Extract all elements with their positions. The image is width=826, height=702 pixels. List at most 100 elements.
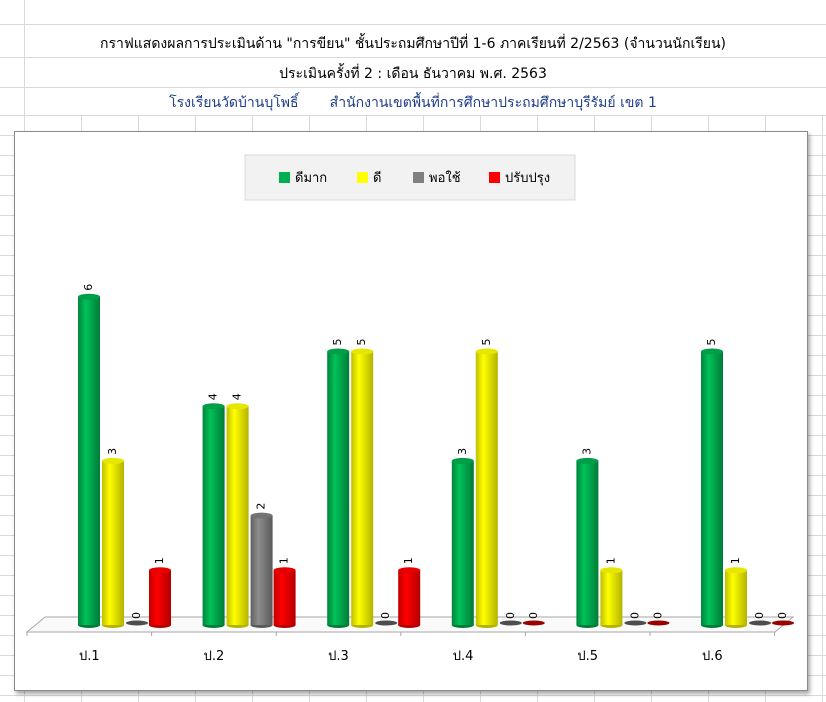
- bar-flat: [499, 620, 522, 626]
- bar-top: [576, 457, 599, 464]
- data-label: 5: [331, 339, 344, 346]
- data-label: 4: [231, 393, 244, 400]
- bar-4-1: 1: [600, 557, 623, 628]
- legend-swatch-2: [413, 172, 424, 183]
- bar-top: [451, 457, 474, 464]
- bar-5-3: 0: [772, 612, 794, 626]
- legend: ดีมาก ดี พอใช้ ปรับปรุง: [244, 154, 576, 201]
- data-label: 3: [456, 448, 469, 455]
- bar-flat: [624, 620, 647, 626]
- bar: [451, 460, 474, 625]
- bar-0-2: 0: [126, 612, 148, 626]
- bar-flat: [647, 620, 670, 626]
- data-label: 1: [278, 557, 291, 564]
- bar: [226, 406, 249, 625]
- bar-1-3: 1: [273, 557, 296, 628]
- data-label: 1: [604, 557, 617, 564]
- data-label: 0: [651, 612, 664, 619]
- x-tick-label: ป.4: [453, 649, 474, 664]
- bar-top: [250, 512, 273, 519]
- bar: [600, 570, 623, 625]
- data-label: 2: [255, 503, 268, 510]
- legend-swatch-3: [489, 172, 500, 183]
- legend-label: ปรับปรุง: [505, 171, 550, 186]
- data-label: 0: [504, 612, 517, 619]
- data-label: 3: [106, 448, 119, 455]
- bar-0-1: 3: [102, 448, 124, 628]
- data-label: 4: [207, 393, 220, 400]
- bar-0-3: 1: [149, 557, 171, 628]
- row-line: [0, 87, 826, 88]
- bar-1-2: 2: [250, 503, 273, 628]
- bar-top: [398, 567, 421, 574]
- data-label: 5: [480, 339, 493, 346]
- bar-flat: [126, 620, 148, 626]
- data-label: 1: [729, 557, 742, 564]
- bar-top: [202, 403, 225, 410]
- x-tick-label: ป.2: [204, 649, 225, 664]
- bar: [78, 296, 100, 625]
- bar-top: [475, 348, 498, 355]
- bar: [351, 351, 374, 625]
- bar-top: [78, 293, 100, 300]
- bar-top: [351, 348, 374, 355]
- data-label: 0: [130, 612, 143, 619]
- data-label: 5: [355, 339, 368, 346]
- bar-top: [102, 457, 124, 464]
- bar-top: [149, 567, 171, 574]
- data-label: 1: [153, 557, 166, 564]
- bar: [725, 570, 747, 625]
- legend-label: ดี: [373, 170, 381, 186]
- legend-swatch-1: [357, 172, 368, 183]
- x-tick-label: ป.1: [79, 649, 100, 664]
- bar-top: [226, 403, 249, 410]
- bar-5-1: 1: [725, 557, 747, 628]
- bar: [327, 351, 350, 625]
- row-line: [0, 24, 826, 25]
- bar-2-1: 5: [351, 339, 374, 628]
- legend-label: ดีมาก: [295, 170, 327, 186]
- data-label: 0: [527, 612, 540, 619]
- bar-1-1: 4: [226, 393, 249, 628]
- bar-2-3: 1: [398, 557, 421, 628]
- bar-flat: [522, 620, 545, 626]
- data-label: 0: [776, 612, 789, 619]
- legend-label: พอใช้: [429, 170, 461, 186]
- bar: [149, 570, 171, 625]
- bar: [701, 351, 723, 625]
- bar-1-0: 4: [202, 393, 225, 628]
- bar-flat: [772, 620, 794, 626]
- data-label: 0: [628, 612, 641, 619]
- bar-4-3: 0: [647, 612, 670, 626]
- bar: [102, 460, 124, 625]
- bar-5-0: 5: [701, 339, 723, 628]
- bar-3-1: 5: [475, 339, 498, 628]
- chart-subtitle: ประเมินครั้งที่ 2 : เดือน ธันวาคม พ.ศ. 2…: [279, 66, 547, 82]
- bar: [250, 515, 273, 625]
- bar-flat: [749, 620, 771, 626]
- bar-3-0: 3: [451, 448, 474, 628]
- bar: [398, 570, 421, 625]
- bar-2-2: 0: [375, 612, 398, 626]
- bar-4-0: 3: [576, 448, 599, 628]
- bar-top: [701, 348, 723, 355]
- bar: [475, 351, 498, 625]
- bar-top: [600, 567, 623, 574]
- x-tick-label: ป.3: [328, 649, 349, 664]
- bar: [273, 570, 296, 625]
- bar-5-2: 0: [749, 612, 771, 626]
- bar-top: [273, 567, 296, 574]
- bar-3-2: 0: [499, 612, 522, 626]
- legend-box: [244, 154, 576, 201]
- bar-2-0: 5: [327, 339, 350, 628]
- bar: [202, 406, 225, 625]
- data-label: 1: [402, 557, 415, 564]
- chart-title: กราฟแสดงผลการประเมินด้าน "การขียน" ชั้นป…: [100, 36, 726, 52]
- data-label: 6: [82, 284, 95, 291]
- bar-0-0: 6: [78, 284, 100, 628]
- x-tick-label: ป.5: [577, 649, 598, 664]
- bar-3-3: 0: [522, 612, 545, 626]
- bar: [576, 460, 599, 625]
- legend-swatch-0: [279, 172, 290, 183]
- bar-top: [327, 348, 350, 355]
